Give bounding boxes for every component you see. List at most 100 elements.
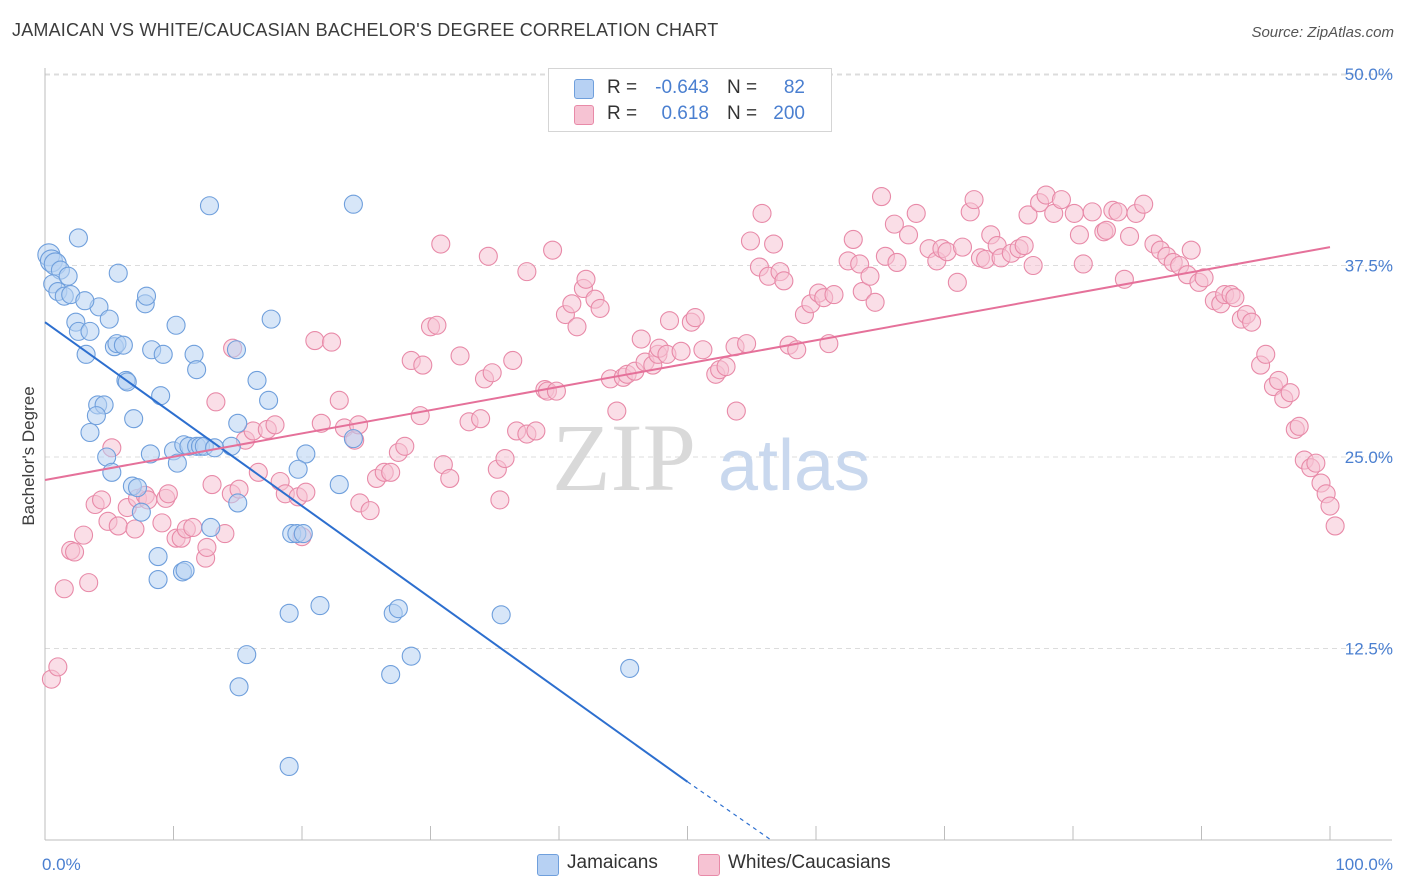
x-tick-label-left: 0.0% — [42, 855, 81, 874]
white-caucasian-point — [1320, 496, 1340, 516]
trend-lines — [44, 246, 1331, 841]
jamaican-point — [80, 422, 100, 443]
white-caucasian-point — [296, 482, 316, 502]
legend-n-label: N = — [727, 103, 758, 124]
white-caucasian-point — [543, 240, 563, 260]
jamaican-point — [229, 677, 249, 697]
jamaican-point — [279, 603, 299, 623]
white-caucasian-point — [1306, 453, 1326, 473]
white-caucasian-point — [631, 329, 651, 349]
jamaican-point — [199, 196, 220, 216]
white-caucasian-point — [740, 231, 761, 251]
white-caucasian-point — [685, 308, 705, 328]
jamaican-point — [113, 335, 133, 355]
watermark: ZIP atlas — [552, 404, 870, 511]
jamaican-point — [68, 228, 88, 248]
white-caucasian-point — [79, 573, 99, 593]
jamaican-point — [151, 386, 171, 406]
white-caucasian-point — [490, 490, 510, 510]
jamaican-point — [153, 344, 173, 364]
white-caucasian-point — [860, 266, 880, 286]
white-caucasian-point — [898, 225, 919, 245]
white-caucasian-point — [108, 516, 128, 536]
white-caucasian-point — [1108, 202, 1128, 222]
white-caucasian-point — [843, 229, 863, 250]
jamaicans-trend-extension — [687, 781, 772, 841]
series-legend: Jamaicans Whites/Caucasians — [0, 851, 1406, 881]
white-caucasian-point — [183, 517, 203, 538]
white-caucasian-point — [1280, 383, 1300, 403]
legend-r-value: -0.643 — [655, 77, 709, 98]
jamaican-point — [127, 478, 148, 498]
jamaican-point — [201, 517, 221, 538]
white-caucasian-point — [526, 421, 546, 441]
white-caucasian-point — [659, 311, 680, 331]
x-tick-label-right: 100.0% — [1335, 855, 1393, 874]
white-caucasian-point — [906, 203, 926, 223]
legend-row-whites: R = 0.618 N = 200 — [549, 101, 831, 127]
white-caucasian-point — [726, 401, 746, 421]
white-caucasian-point — [947, 272, 967, 292]
white-caucasian-point — [737, 334, 757, 354]
white-caucasian-point — [431, 234, 451, 254]
jamaican-point — [167, 453, 187, 473]
white-caucasian-point — [206, 392, 226, 412]
jamaican-point — [401, 646, 421, 666]
jamaican-point — [261, 309, 281, 329]
white-caucasian-point — [1194, 268, 1214, 288]
white-caucasian-point — [413, 355, 433, 375]
white-caucasian-point — [865, 292, 885, 312]
jamaican-point — [247, 370, 267, 390]
jamaican-point — [175, 560, 195, 580]
series-swatch-pink — [698, 854, 720, 876]
white-caucasian-point — [48, 657, 68, 677]
white-caucasian-point — [693, 340, 713, 360]
white-caucasian-point — [546, 381, 566, 401]
legend-swatch-blue — [574, 79, 594, 99]
legend-swatch-pink — [574, 105, 594, 125]
white-caucasian-point — [1082, 202, 1102, 222]
white-caucasian-point — [65, 542, 85, 562]
jamaican-point — [296, 444, 316, 464]
white-caucasian-point — [305, 331, 325, 351]
jamaican-point — [187, 360, 207, 380]
white-caucasian-point — [1325, 516, 1345, 536]
white-caucasian-point — [158, 484, 178, 504]
white-caucasian-point — [1023, 255, 1043, 276]
white-caucasian-point — [440, 468, 460, 488]
white-caucasian-point — [152, 513, 172, 533]
jamaican-point — [75, 291, 95, 311]
white-caucasian-point — [311, 413, 331, 433]
white-caucasian-point — [478, 246, 498, 266]
jamaican-point — [99, 309, 119, 329]
jamaican-point — [108, 263, 128, 283]
legend-r-value: 0.618 — [661, 103, 709, 124]
jamaican-point — [293, 524, 313, 544]
white-caucasian-point — [567, 317, 587, 337]
white-caucasian-point — [887, 252, 907, 272]
y-tick-label: 25.0% — [1345, 448, 1393, 467]
jamaican-point — [124, 409, 144, 429]
white-caucasian-point — [381, 462, 401, 482]
series-label-whites: Whites/Caucasians — [728, 852, 891, 873]
white-caucasian-point — [495, 448, 515, 469]
jamaican-point — [329, 475, 349, 495]
white-caucasian-point — [1242, 312, 1262, 332]
white-caucasian-point — [125, 519, 145, 539]
white-caucasian-point — [360, 501, 380, 521]
jamaican-point — [228, 493, 248, 513]
white-caucasian-point — [450, 346, 470, 366]
y-axis-label: Bachelor's Degree — [19, 386, 38, 525]
white-caucasian-point — [1119, 226, 1140, 246]
jamaican-point — [226, 340, 247, 360]
jamaican-point — [310, 596, 330, 616]
jamaicans-points — [37, 194, 640, 777]
white-caucasian-point — [1014, 236, 1034, 256]
white-caucasian-point — [607, 401, 627, 421]
axes — [44, 68, 1392, 841]
white-caucasian-point — [764, 234, 784, 254]
white-caucasian-point — [1289, 416, 1309, 436]
white-caucasian-point — [503, 350, 523, 371]
white-caucasian-point — [752, 203, 772, 223]
